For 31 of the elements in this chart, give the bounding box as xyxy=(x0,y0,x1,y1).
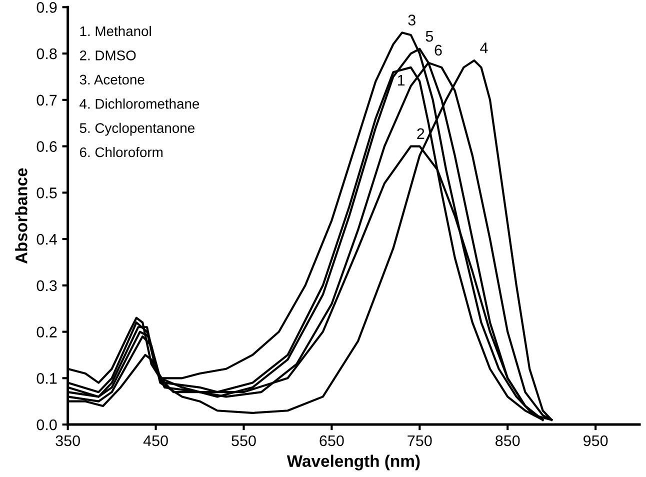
annotation: 3. Acetone xyxy=(80,74,144,85)
y-tick-label: 0.6 xyxy=(36,141,57,152)
y-tick-label: 0.2 xyxy=(36,326,57,338)
x-tick-label: 750 xyxy=(408,435,432,446)
series-label: 6 xyxy=(434,44,442,56)
annotation: 1. Methanol xyxy=(80,26,151,36)
x-tick-label: 350 xyxy=(56,435,80,446)
y-tick-label: 0.0 xyxy=(36,419,57,430)
y-tick-label: 0.4 xyxy=(36,234,57,245)
y-axis-title: Absorbance xyxy=(15,168,28,264)
series-label: 4 xyxy=(480,42,488,54)
series-label: 5 xyxy=(426,31,434,42)
y-tick-label: 0.8 xyxy=(36,48,57,60)
x-tick-label: 850 xyxy=(496,435,520,446)
annotation: 4. Dichloromethane xyxy=(80,98,200,109)
x-tick-label: 450 xyxy=(143,435,168,446)
series-label: 1 xyxy=(398,74,405,86)
y-tick-label: 0.9 xyxy=(36,2,57,13)
y-tick-label: 0.1 xyxy=(36,373,57,384)
series-label: 2 xyxy=(417,128,424,139)
annotation: 6. Chloroform xyxy=(80,146,162,158)
x-tick-label: 550 xyxy=(232,435,256,446)
annotation: 5. Cyclopentanone xyxy=(80,122,194,136)
x-axis-title: Wavelength (nm) xyxy=(286,454,420,470)
x-tick-label: 950 xyxy=(584,435,608,446)
y-tick-label: 0.3 xyxy=(36,280,57,292)
y-tick-label: 0.7 xyxy=(36,94,57,106)
annotation: 2. DMSO xyxy=(80,50,136,60)
series-label: 3 xyxy=(408,14,416,26)
x-tick-label: 650 xyxy=(320,435,344,446)
y-tick-label: 0.5 xyxy=(36,188,57,198)
